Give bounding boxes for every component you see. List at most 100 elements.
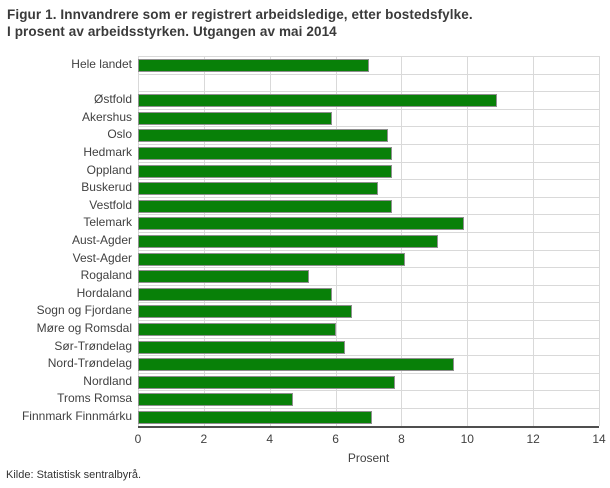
chart-row: Hordaland: [0, 284, 610, 303]
bar-track: [138, 231, 599, 250]
bar: [138, 182, 379, 196]
bar: [138, 410, 372, 424]
bar-track: [138, 108, 599, 127]
x-axis-title: Prosent: [347, 451, 390, 465]
spacer-row: [0, 73, 610, 92]
bar-track: [138, 319, 599, 338]
chart-rows: Hele landet Østfold Akershus Oslo Hedmark Opp…: [0, 56, 610, 425]
bar-track: [138, 337, 599, 356]
y-axis-label: Telemark: [83, 215, 132, 230]
bar: [138, 375, 395, 389]
x-tick-label: 12: [526, 432, 540, 446]
y-axis-label: Hordaland: [76, 285, 132, 300]
bar: [138, 164, 392, 178]
x-tick-label: 0: [134, 432, 142, 446]
chart-row: Hele landet: [0, 56, 610, 74]
bar-track: [138, 126, 599, 144]
bar-track: [138, 302, 599, 320]
bar-track: [138, 372, 599, 391]
chart-row: Rogaland: [0, 267, 610, 285]
y-axis-label: Vest-Agder: [72, 250, 132, 265]
bar: [138, 270, 310, 284]
chart-row: Vestfold: [0, 196, 610, 215]
y-axis-label: Akershus: [81, 109, 132, 124]
chart-row: Finnmark Finnmárku: [0, 407, 610, 426]
y-axis-label: Oppland: [86, 162, 132, 177]
bar-track: [138, 73, 599, 92]
y-axis-label: Oslo: [107, 127, 132, 142]
bar: [138, 305, 353, 319]
y-axis-label: Aust-Agder: [71, 232, 132, 247]
chart-row: Buskerud: [0, 179, 610, 197]
y-axis-label: Rogaland: [80, 268, 132, 283]
bar: [138, 217, 464, 231]
bar: [138, 393, 293, 407]
chart-row: Møre og Romsdal: [0, 319, 610, 338]
chart-row: Hedmark: [0, 143, 610, 162]
x-tick-label: 10: [460, 432, 474, 446]
bar-track: [138, 161, 599, 180]
y-axis-label: Hedmark: [83, 144, 132, 159]
gridline: [533, 56, 535, 426]
chart-row: Telemark: [0, 214, 610, 232]
plot-area: Hele landet Østfold Akershus Oslo Hedmark Opp…: [0, 56, 610, 426]
chart-row: Oslo: [0, 126, 610, 144]
y-axis-label: [0, 74, 138, 92]
x-axis: 0 2 4 6 8 10 12 14: [134, 432, 606, 448]
x-tick-label: 8: [398, 432, 405, 446]
x-tick-label: 14: [592, 432, 606, 446]
chart-row: Østfold: [0, 91, 610, 109]
bar-track: [138, 214, 599, 232]
y-axis-label: Troms Romsa: [57, 391, 132, 406]
bar: [138, 234, 438, 248]
y-axis-label: Hele landet: [71, 57, 132, 71]
chart-row: Sogn og Fjordane: [0, 302, 610, 320]
bar: [138, 340, 346, 354]
bar-track: [138, 267, 599, 285]
bar-track: [138, 143, 599, 162]
x-axis-line: [138, 426, 599, 428]
chart-row: Vest-Agder: [0, 249, 610, 268]
bar: [138, 358, 455, 372]
chart-row: Nord-Trøndelag: [0, 355, 610, 373]
bar-track: [138, 407, 599, 426]
chart-row: Nordland: [0, 372, 610, 391]
chart-row: Akershus: [0, 108, 610, 127]
bar: [138, 252, 405, 266]
y-axis-label: Sør-Trøndelag: [54, 338, 132, 353]
bar: [138, 322, 336, 336]
chart-row: Sør-Trøndelag: [0, 337, 610, 356]
y-axis-label: Finnmark Finnmárku: [21, 408, 132, 423]
chart-row: Oppland: [0, 161, 610, 180]
bar: [138, 59, 369, 72]
bar-track: [138, 390, 599, 408]
bar-track: [138, 355, 599, 373]
y-axis-label: Møre og Romsdal: [36, 320, 132, 335]
x-tick-label: 4: [266, 432, 274, 446]
gridline: [467, 56, 469, 426]
chart-row: Aust-Agder: [0, 231, 610, 250]
bar: [138, 287, 333, 301]
bar: [138, 146, 392, 160]
bar: [138, 94, 497, 108]
bar: [138, 129, 389, 143]
chart-title: Figur 1. Innvandrere som er registrert a…: [7, 7, 473, 39]
bar: [138, 111, 333, 125]
y-axis-label: Vestfold: [89, 197, 132, 212]
bar-track: [138, 91, 599, 109]
x-tick-label: 6: [332, 432, 339, 446]
bar-track: [138, 249, 599, 268]
bar-track: [138, 284, 599, 303]
bar-track: [138, 56, 599, 74]
y-axis-label: Nordland: [83, 373, 132, 388]
y-axis-label: Østfold: [93, 92, 132, 107]
x-tick-label: 2: [200, 432, 208, 446]
bar: [138, 199, 392, 213]
bar-track: [138, 179, 599, 197]
y-axis-label: Nord-Trøndelag: [47, 356, 132, 371]
chart-row: Troms Romsa: [0, 390, 610, 408]
y-axis-label: Buskerud: [81, 180, 132, 195]
bar-track: [138, 196, 599, 215]
gridline: [599, 56, 600, 426]
